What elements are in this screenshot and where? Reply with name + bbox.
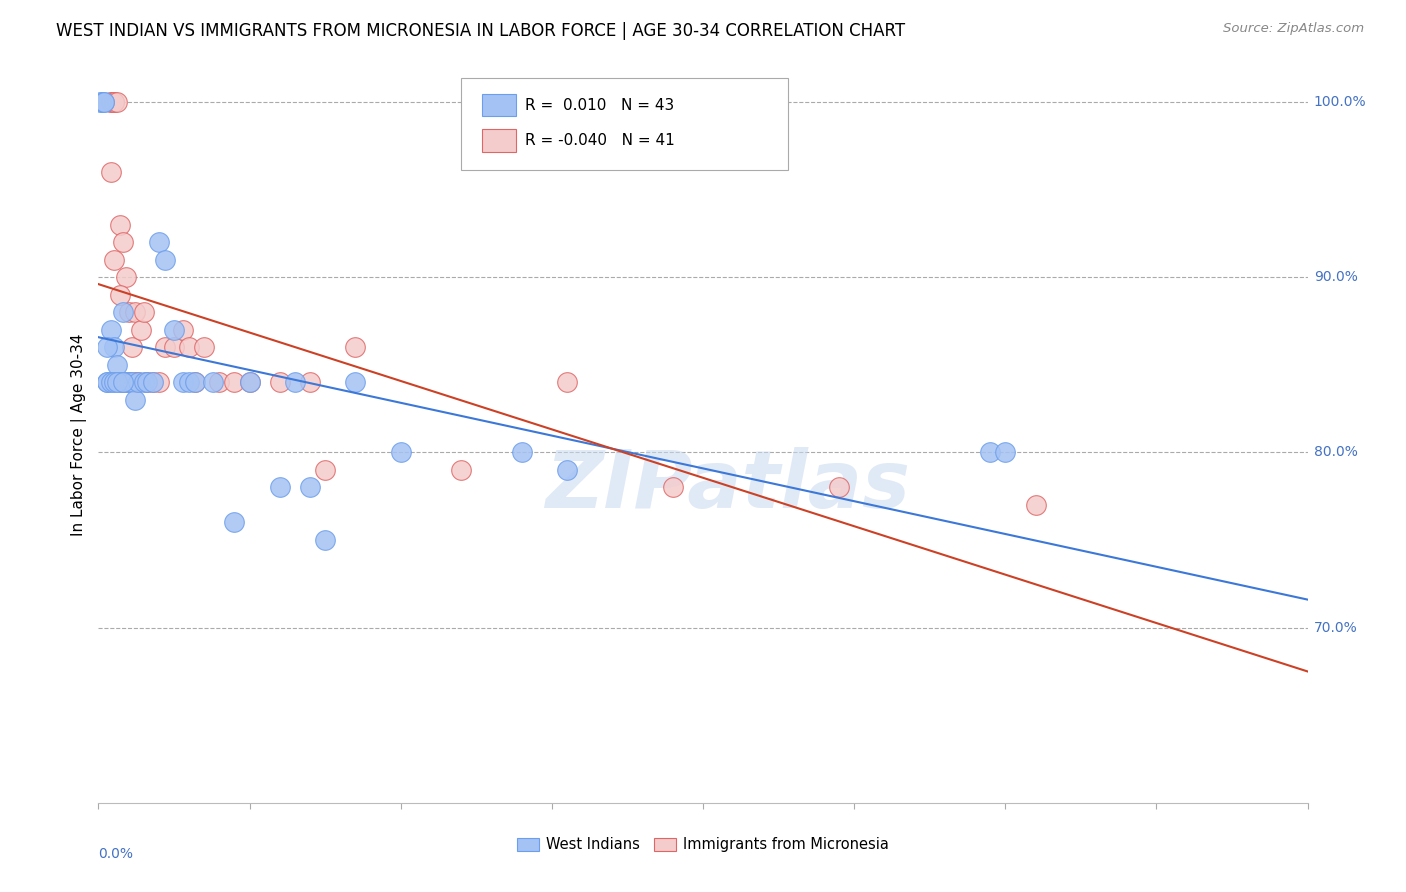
Point xyxy=(179,340,201,354)
Point xyxy=(153,252,176,267)
Y-axis label: In Labor Force | Age 30-34: In Labor Force | Age 30-34 xyxy=(72,334,87,536)
Point xyxy=(828,480,851,494)
Point xyxy=(100,95,122,109)
Point xyxy=(111,305,134,319)
Point xyxy=(555,463,578,477)
Point xyxy=(121,376,143,390)
Point xyxy=(202,376,225,390)
Point xyxy=(100,376,122,390)
Point xyxy=(111,376,134,390)
Point xyxy=(100,165,122,179)
Point xyxy=(105,376,128,390)
Point xyxy=(90,95,112,109)
Point xyxy=(299,376,322,390)
Point xyxy=(224,376,246,390)
Point xyxy=(1024,498,1046,512)
Point xyxy=(172,376,194,390)
Point xyxy=(555,376,578,390)
Point xyxy=(135,376,157,390)
Point xyxy=(979,445,1001,459)
Point xyxy=(103,376,125,390)
Text: 100.0%: 100.0% xyxy=(1313,95,1367,109)
Point xyxy=(124,376,146,390)
Point xyxy=(142,376,165,390)
FancyBboxPatch shape xyxy=(461,78,787,170)
Point xyxy=(153,340,176,354)
Text: R =  0.010   N = 43: R = 0.010 N = 43 xyxy=(526,97,675,112)
Point xyxy=(103,95,125,109)
Point xyxy=(344,340,367,354)
Point xyxy=(121,340,143,354)
Point xyxy=(239,376,262,390)
Text: 90.0%: 90.0% xyxy=(1313,270,1358,285)
Point xyxy=(96,376,118,390)
Point xyxy=(108,287,131,301)
Point xyxy=(994,445,1017,459)
Point xyxy=(100,95,122,109)
Point xyxy=(124,392,146,407)
Point xyxy=(661,480,683,494)
Point xyxy=(90,95,112,109)
Point xyxy=(132,305,155,319)
Point xyxy=(163,323,186,337)
Point xyxy=(103,95,125,109)
Point xyxy=(148,376,170,390)
Point xyxy=(103,340,125,354)
Point xyxy=(184,376,207,390)
Point xyxy=(142,376,165,390)
Point xyxy=(111,235,134,249)
Point xyxy=(114,376,136,390)
Point xyxy=(314,533,336,547)
Point xyxy=(118,376,141,390)
Point xyxy=(108,218,131,232)
Point xyxy=(269,376,291,390)
Point xyxy=(105,358,128,372)
Point xyxy=(118,305,141,319)
Point xyxy=(184,376,207,390)
Point xyxy=(129,323,152,337)
Point xyxy=(179,376,201,390)
Point xyxy=(96,376,118,390)
Text: R = -0.040   N = 41: R = -0.040 N = 41 xyxy=(526,133,675,148)
Point xyxy=(108,376,131,390)
Text: 0.0%: 0.0% xyxy=(98,847,134,861)
Point xyxy=(389,445,412,459)
Point xyxy=(93,95,115,109)
Point xyxy=(93,95,115,109)
Point xyxy=(103,252,125,267)
Point xyxy=(239,376,262,390)
Point xyxy=(172,323,194,337)
Point xyxy=(299,480,322,494)
Text: ZIPatlas: ZIPatlas xyxy=(544,448,910,525)
Point xyxy=(96,340,118,354)
Point xyxy=(450,463,472,477)
Point xyxy=(163,340,186,354)
Point xyxy=(284,376,307,390)
Text: Source: ZipAtlas.com: Source: ZipAtlas.com xyxy=(1223,22,1364,36)
Point xyxy=(127,376,149,390)
Point xyxy=(127,376,149,390)
Point xyxy=(208,376,231,390)
Point xyxy=(100,323,122,337)
Text: 80.0%: 80.0% xyxy=(1313,445,1358,459)
Point xyxy=(510,445,533,459)
Point xyxy=(269,480,291,494)
Point xyxy=(118,376,141,390)
Legend: West Indians, Immigrants from Micronesia: West Indians, Immigrants from Micronesia xyxy=(510,831,896,858)
Text: 70.0%: 70.0% xyxy=(1313,621,1357,634)
Point xyxy=(111,376,134,390)
Point xyxy=(132,376,155,390)
Point xyxy=(193,340,215,354)
Point xyxy=(314,463,336,477)
FancyBboxPatch shape xyxy=(482,95,516,116)
Point xyxy=(135,376,157,390)
Point xyxy=(105,95,128,109)
Point xyxy=(224,516,246,530)
Point xyxy=(114,270,136,285)
FancyBboxPatch shape xyxy=(482,129,516,152)
Point xyxy=(124,305,146,319)
Point xyxy=(344,376,367,390)
Point xyxy=(148,235,170,249)
Text: WEST INDIAN VS IMMIGRANTS FROM MICRONESIA IN LABOR FORCE | AGE 30-34 CORRELATION: WEST INDIAN VS IMMIGRANTS FROM MICRONESI… xyxy=(56,22,905,40)
